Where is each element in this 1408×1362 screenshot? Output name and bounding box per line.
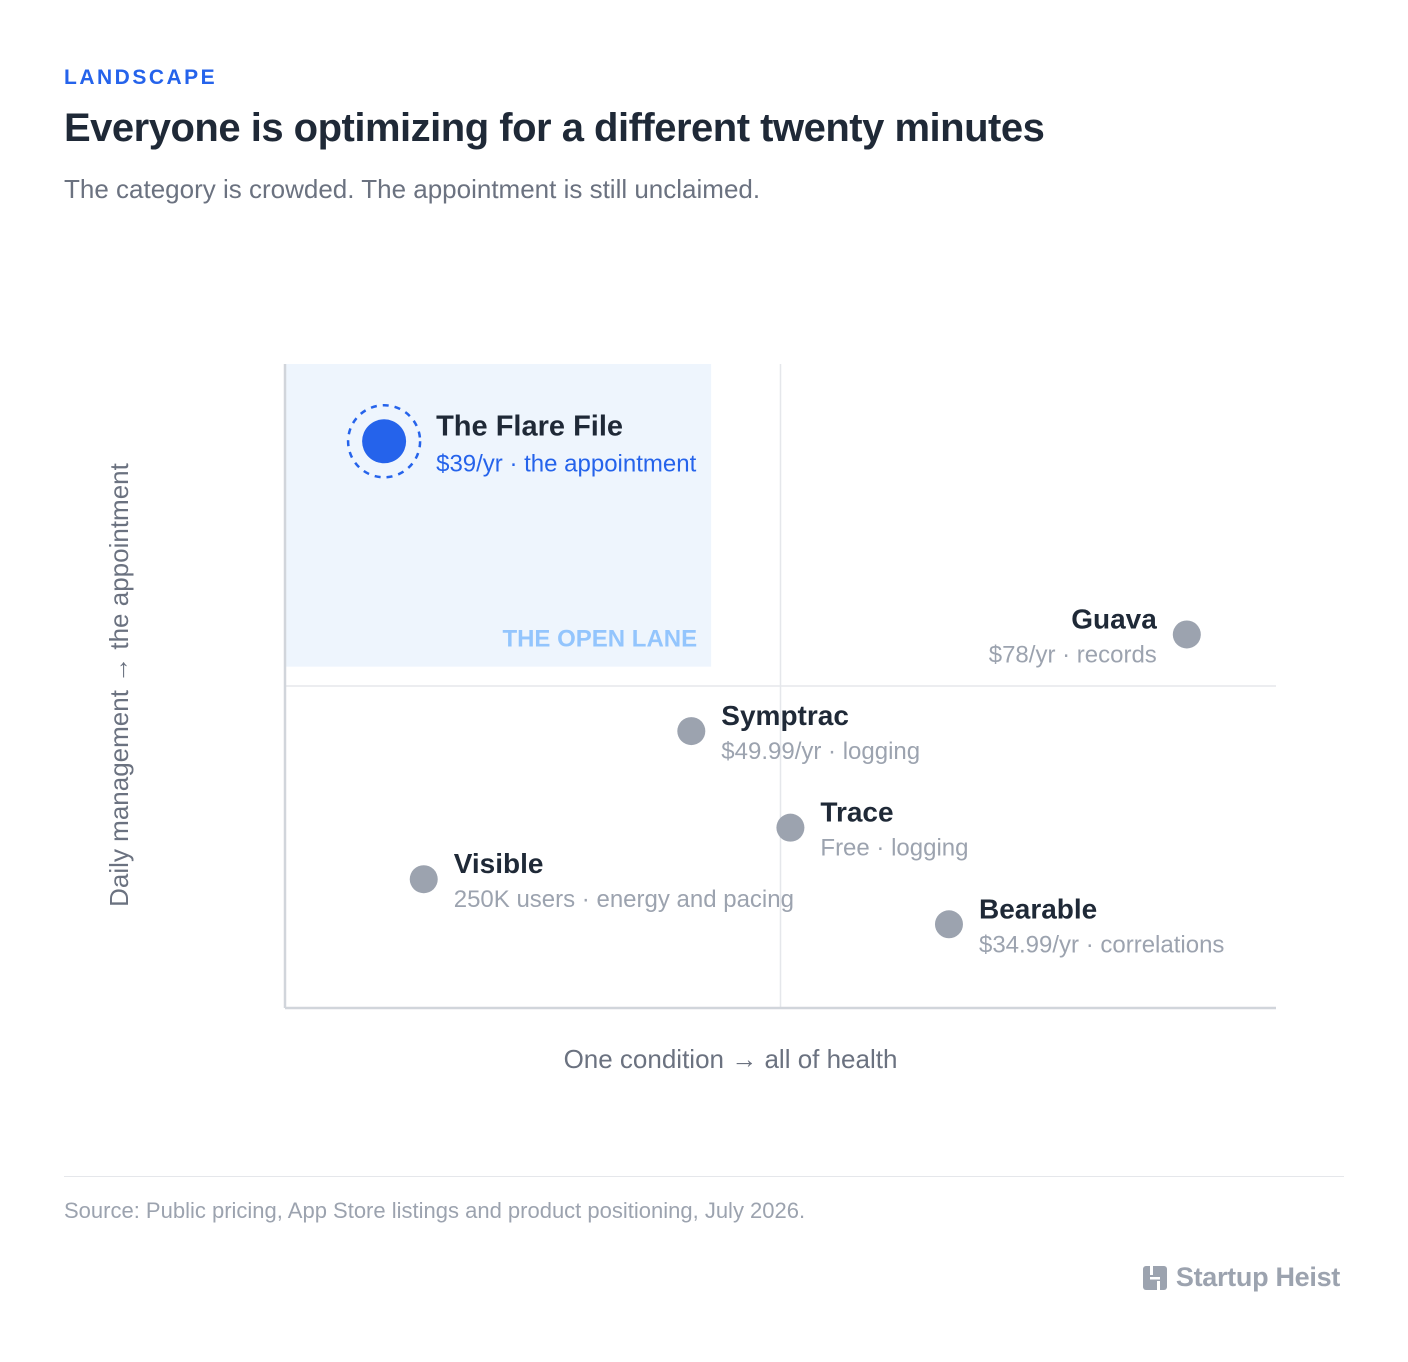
point-detail-bearable: $34.99/yr · correlations [979, 931, 1224, 958]
point-the-flare-file [362, 419, 407, 464]
point-guava [1172, 620, 1201, 649]
startup-heist-logo-icon [1142, 1265, 1167, 1290]
point-name-symptrac: Symptrac [721, 700, 849, 731]
point-bearable [934, 910, 963, 939]
page-subtitle: The category is crowded. The appointment… [64, 174, 761, 204]
point-name-the-flare-file: The Flare File [436, 410, 623, 442]
open-lane-region [285, 364, 712, 667]
point-detail-the-flare-file: $39/yr · the appointment [436, 450, 696, 477]
brand-mark: Startup Heist [1142, 1262, 1340, 1293]
highlight-ring-the-flare-file [346, 404, 422, 479]
page-title: Everyone is optimizing for a different t… [64, 106, 1045, 150]
point-name-guava: Guava [1071, 603, 1157, 634]
point-name-trace: Trace [820, 797, 893, 828]
point-name-bearable: Bearable [979, 893, 1097, 924]
footer-divider [64, 1176, 1344, 1177]
y-axis-label: Daily management → the appointment [104, 462, 134, 906]
point-detail-trace: Free · logging [820, 835, 968, 862]
point-detail-symptrac: $49.99/yr · logging [721, 738, 920, 765]
x-axis-label: One condition → all of health [564, 1044, 898, 1074]
point-detail-visible: 250K users · energy and pacing [454, 886, 794, 913]
point-trace [776, 813, 805, 842]
point-name-visible: Visible [454, 848, 544, 879]
kicker-label: LANDSCAPE [64, 66, 218, 89]
source-note: Source: Public pricing, App Store listin… [64, 1198, 806, 1223]
point-detail-guava: $78/yr · records [989, 641, 1157, 668]
open-lane-label: THE OPEN LANE [502, 626, 697, 653]
brand-name: Startup Heist [1175, 1262, 1340, 1292]
point-visible [409, 865, 438, 894]
point-symptrac [677, 717, 706, 746]
